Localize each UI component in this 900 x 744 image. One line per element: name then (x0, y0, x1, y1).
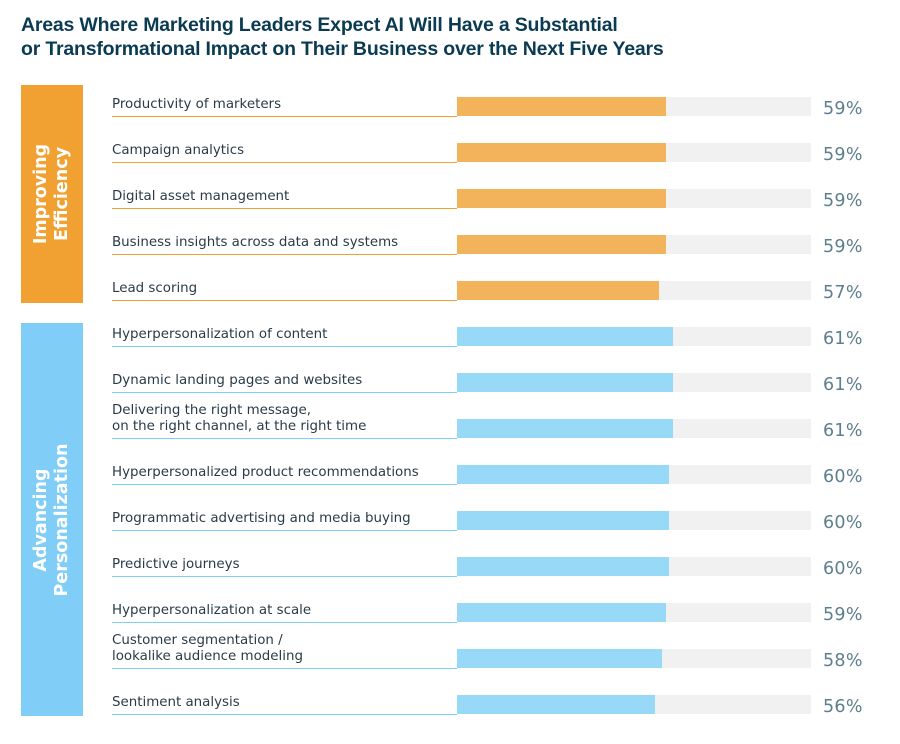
group-band-improving-efficiency: Improving Efficiency (21, 85, 83, 303)
category-label-line: Hyperpersonalization at scale (112, 603, 312, 618)
category-label-line: Hyperpersonalized product recommendation… (112, 465, 419, 480)
bar (457, 235, 666, 254)
bar-row: Predictive journeys 60% (0, 531, 900, 579)
bar-track (457, 603, 811, 622)
chart-title: Areas Where Marketing Leaders Expect AI … (21, 13, 721, 61)
category-label: Digital asset management (112, 189, 457, 209)
category-label: Business insights across data and system… (112, 235, 457, 255)
bar (457, 281, 659, 300)
bar (457, 511, 670, 530)
category-label: Programmatic advertising and media buyin… (112, 511, 457, 531)
category-label-line: Hyperpersonalization of content (112, 327, 328, 342)
data-label: 59% (823, 237, 863, 257)
bar-row: Business insights across data and system… (0, 209, 900, 257)
data-label: 61% (823, 421, 863, 441)
data-label: 61% (823, 329, 863, 349)
bar-track (457, 281, 811, 300)
data-label: 57% (823, 283, 863, 303)
data-label: 59% (823, 191, 863, 211)
bar-row: Customer segmentation / lookalike audienc… (0, 623, 900, 671)
bar (457, 189, 666, 208)
bar-track (457, 143, 811, 162)
category-label: Hyperpersonalization of content (112, 327, 457, 347)
bar-track (457, 649, 811, 668)
category-label-line: on the right channel, at the right time (112, 419, 367, 434)
bar (457, 373, 673, 392)
bar-row: Delivering the right message, on the righ… (0, 393, 900, 441)
group-band-advancing-personalization: Advancing Personalization (21, 323, 83, 716)
bar-track (457, 235, 811, 254)
category-label-line: Programmatic advertising and media buyin… (112, 511, 411, 526)
category-label: Hyperpersonalized product recommendation… (112, 465, 457, 485)
bar-track (457, 511, 811, 530)
data-label: 60% (823, 513, 863, 533)
category-label: Dynamic landing pages and websites (112, 373, 457, 393)
category-label-line: Business insights across data and system… (112, 235, 399, 250)
category-label: Hyperpersonalization at scale (112, 603, 457, 623)
bar-track (457, 557, 811, 576)
bar-row: Sentiment analysis 56% (0, 669, 900, 717)
bar-row: Dynamic landing pages and websites 61% (0, 347, 900, 395)
bar-track (457, 373, 811, 392)
data-label: 60% (823, 559, 863, 579)
category-label-line: Dynamic landing pages and websites (112, 373, 363, 388)
category-label: Predictive journeys (112, 557, 457, 577)
bar-track (457, 695, 811, 714)
category-label-line: Sentiment analysis (112, 695, 240, 710)
bar (457, 695, 656, 714)
category-label-line: Digital asset management (112, 189, 290, 204)
bar-row: Hyperpersonalization of content 61% (0, 301, 900, 349)
bar-row: Hyperpersonalization at scale 59% (0, 577, 900, 625)
chart-title-line-2: or Transformational Impact on Their Busi… (21, 38, 664, 60)
category-label-line: Campaign analytics (112, 143, 245, 158)
data-label: 60% (823, 467, 863, 487)
bar-row: Campaign analytics 59% (0, 117, 900, 165)
category-label-line: Productivity of marketers (112, 97, 282, 112)
category-label: Productivity of marketers (112, 97, 457, 117)
bar-row: Programmatic advertising and media buyin… (0, 485, 900, 533)
bar (457, 97, 666, 116)
bar-row: Digital asset management 59% (0, 163, 900, 211)
category-label: Customer segmentation / lookalike audienc… (112, 633, 457, 669)
bar (457, 465, 670, 484)
bar-track (457, 465, 811, 484)
bar-row: Hyperpersonalized product recommendation… (0, 439, 900, 487)
data-label: 59% (823, 605, 863, 625)
bar-track (457, 327, 811, 346)
bar-track (457, 189, 811, 208)
bar (457, 419, 673, 438)
category-label: Lead scoring (112, 281, 457, 301)
category-label: Sentiment analysis (112, 695, 457, 715)
data-label: 61% (823, 375, 863, 395)
bar (457, 649, 663, 668)
bar (457, 557, 670, 576)
category-label-line: Delivering the right message, (112, 403, 312, 418)
bar (457, 143, 666, 162)
bar (457, 603, 666, 622)
category-label-line: Customer segmentation / (112, 633, 283, 648)
category-label-line: Predictive journeys (112, 557, 240, 572)
bar (457, 327, 673, 346)
category-label-line: lookalike audience modeling (112, 649, 303, 664)
bar-track (457, 419, 811, 438)
bar-row: Productivity of marketers 59% (0, 71, 900, 119)
category-label-line: Lead scoring (112, 281, 198, 296)
category-label: Campaign analytics (112, 143, 457, 163)
chart-title-line-1: Areas Where Marketing Leaders Expect AI … (21, 14, 618, 36)
data-label: 59% (823, 99, 863, 119)
data-label: 56% (823, 697, 863, 717)
bar-row: Lead scoring 57% (0, 255, 900, 303)
bar-track (457, 97, 811, 116)
data-label: 59% (823, 145, 863, 165)
data-label: 58% (823, 651, 863, 671)
category-label: Delivering the right message, on the righ… (112, 403, 457, 439)
